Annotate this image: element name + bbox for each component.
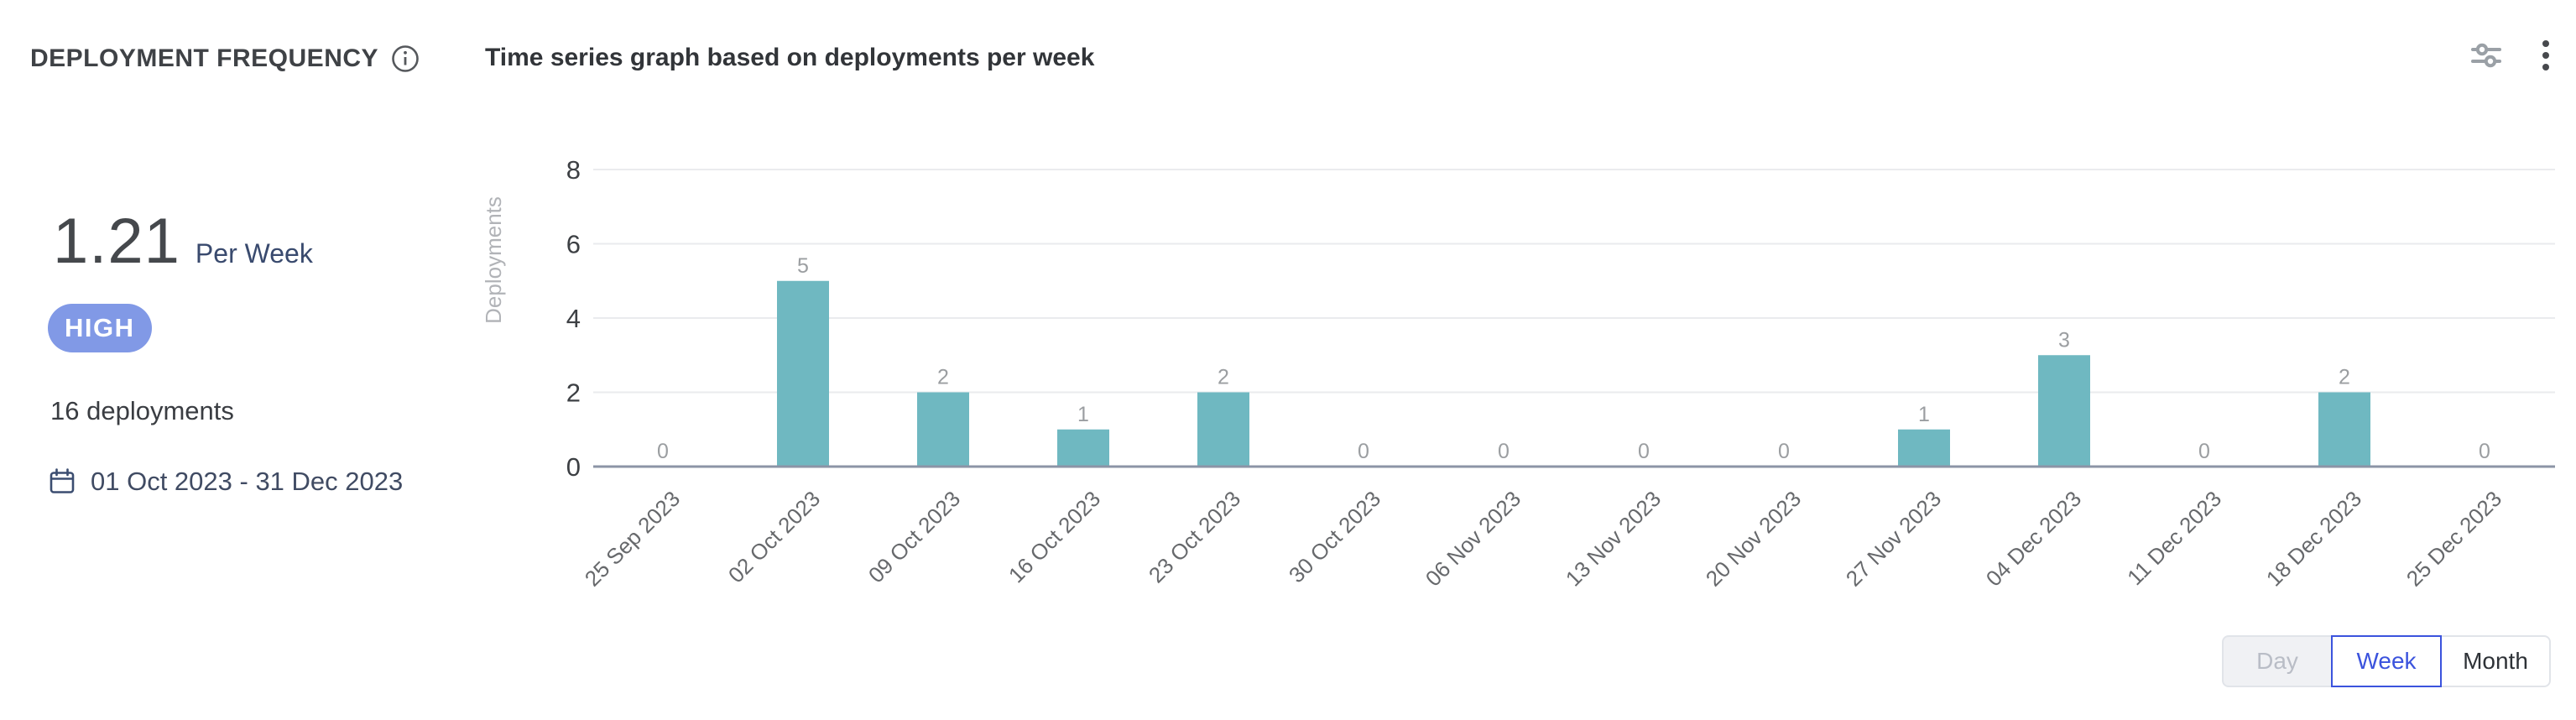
bar-value-label: 0 xyxy=(1358,440,1369,463)
bar[interactable] xyxy=(2038,355,2090,467)
y-axis-label: Deployments xyxy=(481,196,506,324)
y-tick-label: 2 xyxy=(566,378,581,408)
x-tick-label: 20 Nov 2023 xyxy=(1701,486,1806,591)
calendar-icon xyxy=(48,467,76,496)
bar[interactable] xyxy=(917,392,969,467)
metric-unit: Per Week xyxy=(195,238,313,269)
y-tick-label: 0 xyxy=(566,452,581,482)
bar-value-label: 1 xyxy=(1918,403,1930,426)
bar[interactable] xyxy=(1197,392,1249,467)
deployments-bar-chart: 0 2 4 6 8 Deployments 0 25 Sep 2023 5 02 Oct 2023… xyxy=(481,155,2555,592)
y-tick-label: 4 xyxy=(566,304,581,333)
x-tick-label: 09 Oct 2023 xyxy=(863,486,965,587)
bar-value-label: 3 xyxy=(2058,328,2070,352)
date-range: 01 Oct 2023 - 31 Dec 2023 xyxy=(91,467,404,496)
x-tick-label: 25 Dec 2023 xyxy=(2401,486,2506,591)
x-tick-label: 23 Oct 2023 xyxy=(1144,486,1245,587)
x-tick-label: 30 Oct 2023 xyxy=(1284,486,1385,587)
x-tick-label: 16 Oct 2023 xyxy=(1004,486,1105,587)
performance-badge: HIGH xyxy=(48,304,152,352)
bar-value-label: 0 xyxy=(1638,440,1650,463)
widget-toolbar xyxy=(2467,37,2553,74)
bar-value-label: 1 xyxy=(1077,403,1089,426)
bar[interactable] xyxy=(2318,392,2370,467)
y-tick-label: 8 xyxy=(566,155,581,185)
bar-value-label: 0 xyxy=(657,440,669,463)
metric-header: DEPLOYMENT FREQUENCY xyxy=(30,44,420,74)
bar[interactable] xyxy=(1057,429,1109,467)
toggle-month-button[interactable]: Month xyxy=(2440,635,2551,687)
bar[interactable] xyxy=(1898,429,1950,467)
bar[interactable] xyxy=(777,280,829,467)
info-icon[interactable] xyxy=(390,44,420,74)
metric-title: DEPLOYMENT FREQUENCY xyxy=(30,44,379,72)
chart-area: 0 2 4 6 8 Deployments 0 25 Sep 2023 5 02 Oct 2023… xyxy=(453,76,2576,663)
metric-value-row: 1.21 Per Week xyxy=(53,205,313,278)
bar-value-label: 0 xyxy=(2479,440,2490,463)
bar-value-label: 0 xyxy=(2198,440,2210,463)
toggle-day-button: Day xyxy=(2222,635,2333,687)
metric-value: 1.21 xyxy=(53,206,180,277)
x-tick-label: 13 Nov 2023 xyxy=(1561,486,1666,591)
chart-title: Time series graph based on deployments p… xyxy=(485,44,1095,71)
bar-value-label: 2 xyxy=(937,366,949,389)
bar-value-label: 5 xyxy=(797,254,809,278)
granularity-toggle: Day Week Month xyxy=(2222,635,2551,687)
x-tick-label: 11 Dec 2023 xyxy=(2122,486,2226,590)
date-range-row: 01 Oct 2023 - 31 Dec 2023 xyxy=(48,467,403,497)
x-tick-label: 02 Oct 2023 xyxy=(723,486,825,587)
kebab-menu-icon[interactable] xyxy=(2539,37,2553,74)
bar-value-label: 0 xyxy=(1498,440,1510,463)
bar-value-label: 0 xyxy=(1778,440,1790,463)
x-tick-label: 25 Sep 2023 xyxy=(580,486,685,591)
bar-value-label: 2 xyxy=(2339,366,2350,389)
x-tick-label: 06 Nov 2023 xyxy=(1421,486,1525,591)
x-tick-label: 27 Nov 2023 xyxy=(1841,486,1946,591)
x-tick-label: 04 Dec 2023 xyxy=(1981,486,2086,591)
x-tick-label: 18 Dec 2023 xyxy=(2261,486,2366,591)
toggle-week-button[interactable]: Week xyxy=(2331,635,2442,687)
deployments-total: 16 deployments xyxy=(50,396,234,425)
y-tick-label: 6 xyxy=(566,230,581,259)
filter-sliders-icon[interactable] xyxy=(2467,37,2506,74)
bar-value-label: 2 xyxy=(1218,366,1229,389)
